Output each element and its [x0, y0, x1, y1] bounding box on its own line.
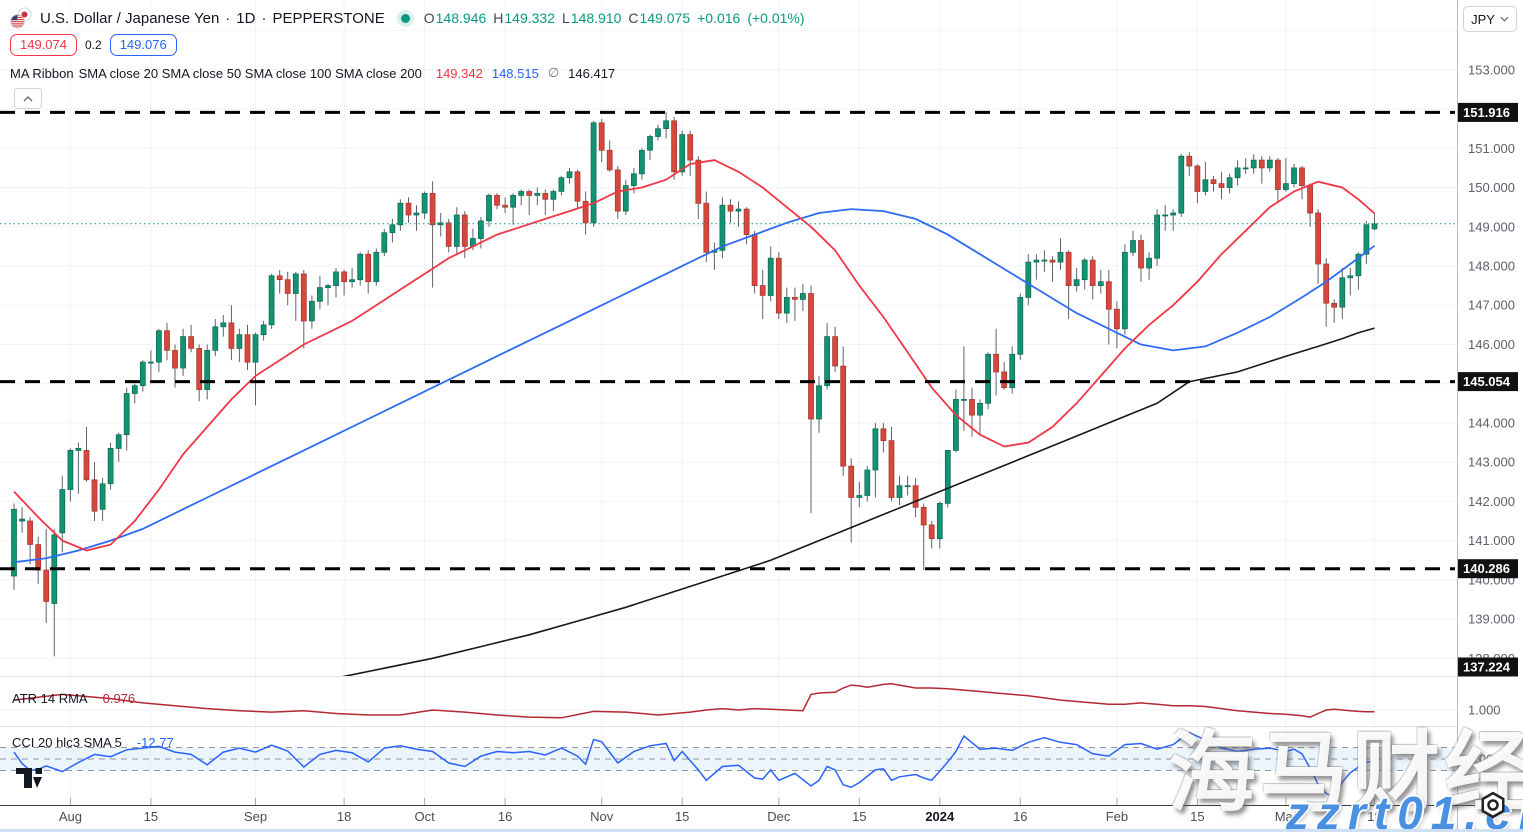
cci-legend-row[interactable]: CCI 20 hlc3 SMA 5 -12.77: [12, 735, 174, 750]
price-tick-label: 146.000: [1468, 337, 1515, 352]
atr-title: ATR 14 RMA: [12, 691, 88, 706]
currency-dropdown[interactable]: JPY: [1463, 6, 1517, 32]
sma100-empty-value: ∅: [547, 65, 560, 80]
sma200-value: 146.417: [568, 65, 616, 81]
time-tick-label: Oct: [414, 809, 435, 824]
low-value: 148.910: [570, 10, 622, 26]
time-tick-label: Mar: [1275, 809, 1298, 824]
collapse-legend-button[interactable]: [14, 88, 42, 109]
interval-label: 1D: [236, 9, 256, 27]
time-tick-label: 15: [144, 809, 158, 824]
cci-title: CCI 20 hlc3 SMA 5: [12, 735, 122, 750]
ma-ribbon-legend-row[interactable]: MA Ribbon SMA close 20 SMA close 50 SMA …: [10, 65, 615, 81]
svg-text:140.286: 140.286: [1463, 561, 1510, 576]
grid-layer: [0, 0, 1458, 805]
time-tick-label: 15: [675, 809, 689, 824]
high-value: 149.332: [504, 10, 555, 26]
time-tick-label: 2024: [925, 809, 955, 824]
change-value: +0.016: [697, 10, 741, 26]
sma20-line: [13, 159, 1376, 552]
time-tick-label: 16: [498, 809, 512, 824]
sma200-line: [341, 327, 1375, 676]
sma50-line: [13, 208, 1376, 564]
separator-dot: ·: [261, 9, 267, 27]
open-value: 148.946: [435, 10, 487, 26]
price-tick-label: 142.000: [1468, 494, 1515, 509]
time-tick-label: 15: [1190, 809, 1204, 824]
price-levels-layer[interactable]: [0, 110, 1455, 571]
tradingview-logo[interactable]: [16, 768, 46, 794]
price-tick-label: 144.000: [1468, 415, 1515, 430]
market-open-icon: [400, 13, 410, 23]
atr-value: 0.976: [102, 691, 136, 706]
time-tick-label: Sep: [244, 809, 267, 824]
time-tick-label: Feb: [1106, 809, 1128, 824]
time-tick-label: 18: [337, 809, 351, 824]
price-tick-label: 148.000: [1468, 259, 1515, 274]
sma50-value: 148.515: [491, 65, 539, 81]
spread-value: 0.2: [85, 38, 102, 52]
bid-price-button[interactable]: 149.074: [10, 34, 77, 56]
ma-ribbon-title: MA Ribbon: [10, 65, 74, 81]
separator-dot: ·: [225, 9, 231, 27]
bid-ask-row: 149.074 0.2 149.076: [10, 34, 177, 56]
cci-line: [13, 731, 1375, 798]
exchange-label: PEPPERSTONE: [272, 9, 385, 27]
symbol-legend-row[interactable]: U.S. Dollar / Japanese Yen · 1D · PEPPER…: [10, 7, 812, 29]
svg-text:151.916: 151.916: [1463, 105, 1510, 120]
time-tick-label: 15: [852, 809, 866, 824]
atr-line: [13, 682, 1375, 719]
price-axis[interactable]: 153.000 151.000 150.000 149.000 148.000 147.0…: [1457, 0, 1523, 832]
svg-text:137.224: 137.224: [1463, 660, 1511, 675]
svg-text:145.054: 145.054: [1463, 374, 1511, 389]
price-tick-label: 150.000: [1468, 180, 1515, 195]
price-tick-label: 149.000: [1468, 219, 1515, 234]
ma-ribbon-params: SMA close 20 SMA close 50 SMA close 100 …: [78, 65, 422, 81]
price-tick-label: 143.000: [1468, 455, 1515, 470]
price-tick-label: 147.000: [1468, 298, 1515, 313]
level-price-badge: 151.916: [1458, 102, 1518, 122]
currency-label: JPY: [1471, 11, 1495, 27]
cci-value: -12.77: [136, 735, 174, 750]
symbol-flag-icon: [10, 7, 32, 29]
time-tick-label: 18: [1367, 809, 1381, 824]
atr-tick-label: 1.000: [1468, 703, 1501, 718]
ohlc-values: O 148.946 H 149.332 L 148.910 C 149.075 +0.0…: [423, 10, 805, 26]
atr-legend-row[interactable]: ATR 14 RMA 0.976: [12, 691, 135, 706]
level-price-badge: 137.224: [1458, 657, 1518, 677]
candles-layer: [11, 112, 1378, 657]
price-tick-label: 151.000: [1468, 141, 1515, 156]
time-tick-label: Dec: [767, 809, 791, 824]
change-percent: (+0.01%): [747, 10, 805, 26]
chevron-down-icon: [1500, 16, 1509, 22]
symbol-title: U.S. Dollar / Japanese Yen: [40, 9, 220, 27]
cci-tick-label: 0.00: [1468, 752, 1493, 767]
level-price-badge: 140.286: [1458, 559, 1518, 579]
ask-price-button[interactable]: 149.076: [109, 34, 177, 56]
chevron-up-icon: [23, 95, 33, 101]
price-tick-label: 141.000: [1468, 533, 1515, 548]
time-tick-label: 16: [1013, 809, 1027, 824]
sma20-value: 149.342: [435, 65, 483, 81]
time-tick-label: Aug: [59, 809, 82, 824]
level-price-badge: 145.054: [1458, 372, 1518, 392]
price-tick-label: 139.000: [1468, 612, 1515, 627]
time-tick-label: Nov: [590, 809, 614, 824]
bottom-edge-strip: [0, 829, 1523, 832]
close-value: 149.075: [639, 10, 691, 26]
price-tick-label: 153.000: [1468, 62, 1515, 77]
time-axis[interactable]: Aug 15 Sep 18 Oct 16 Nov 15 Dec 15 2024 16 Feb 15 Mar 1…: [0, 798, 1523, 824]
